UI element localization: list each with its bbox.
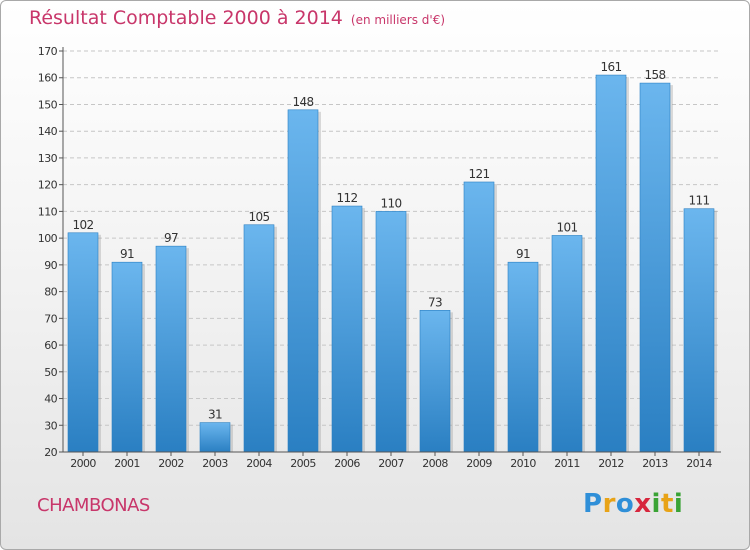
bar-value-label: 110 xyxy=(380,196,401,210)
x-tick-label: 2001 xyxy=(114,457,140,470)
proxiti-logo[interactable]: Proxiti xyxy=(583,489,683,519)
commune-name: CHAMBONAS xyxy=(37,495,150,516)
chart-subtitle: (en milliers d'€) xyxy=(350,13,446,27)
logo-letter: i xyxy=(673,489,684,519)
logo-letter: P xyxy=(583,489,603,519)
y-tick-label: 60 xyxy=(44,339,57,352)
bar xyxy=(331,205,363,453)
bar-value-label: 101 xyxy=(556,220,577,234)
bar-value-label: 31 xyxy=(208,408,222,422)
x-tick-label: 2010 xyxy=(510,457,536,470)
bar xyxy=(199,422,231,453)
bar-value-label: 158 xyxy=(644,68,665,82)
logo-letter: o xyxy=(615,489,635,519)
logo-letter: x xyxy=(634,489,652,519)
bar xyxy=(639,82,671,453)
bar-value-label: 111 xyxy=(688,194,709,208)
bar xyxy=(463,181,495,453)
x-tick-label: 2013 xyxy=(642,457,668,470)
y-tick-label: 50 xyxy=(44,366,57,379)
bar-value-label: 112 xyxy=(336,191,357,205)
x-tick-label: 2011 xyxy=(554,457,580,470)
bar xyxy=(287,109,319,453)
y-tick-label: 140 xyxy=(38,125,58,138)
x-tick-label: 2000 xyxy=(70,457,96,470)
x-tick-label: 2007 xyxy=(378,457,404,470)
y-tick-label: 70 xyxy=(44,312,57,325)
bar xyxy=(507,261,539,453)
data-labels: 102 91 97 31 105 148 112 110 73 121 91 101 161 158 111 xyxy=(72,60,710,422)
x-tick-label: 2005 xyxy=(290,457,316,470)
x-tick-label: 2006 xyxy=(334,457,360,470)
chart-title: Résultat Comptable 2000 à 2014 (en millie… xyxy=(29,7,445,29)
x-tick-label: 2003 xyxy=(202,457,228,470)
bar xyxy=(155,245,187,453)
axes: 20 30 40 50 60 70 80 90 100 110 120 130 140 150 160 170… xyxy=(38,45,721,470)
bar-value-label: 105 xyxy=(248,210,269,224)
bar-value-label: 91 xyxy=(120,247,134,261)
bar xyxy=(551,235,583,453)
y-tick-label: 150 xyxy=(38,98,58,111)
x-tick-label: 2008 xyxy=(422,457,448,470)
bar xyxy=(683,208,715,453)
bar xyxy=(67,232,99,453)
bar-value-label: 161 xyxy=(600,60,621,74)
y-tick-label: 80 xyxy=(44,286,57,299)
y-tick-label: 30 xyxy=(44,419,57,432)
bar-value-label: 91 xyxy=(516,247,530,261)
y-tick-label: 100 xyxy=(38,232,58,245)
bar xyxy=(595,74,627,453)
x-tick-label: 2009 xyxy=(466,457,492,470)
y-tick-label: 40 xyxy=(44,393,57,406)
logo-letter: i xyxy=(651,489,661,519)
x-tick-label: 2014 xyxy=(686,457,712,470)
y-tick-label: 170 xyxy=(38,45,58,58)
y-tick-label: 20 xyxy=(44,446,57,459)
bar xyxy=(111,261,143,453)
bar-value-label: 148 xyxy=(292,95,313,109)
bar-value-label: 97 xyxy=(164,231,178,245)
bar-value-label: 121 xyxy=(468,167,489,181)
bar xyxy=(419,310,451,453)
chart-title-text: Résultat Comptable 2000 à 2014 xyxy=(29,7,343,29)
logo-letter: t xyxy=(660,489,674,519)
x-tick-label: 2002 xyxy=(158,457,184,470)
y-tick-label: 110 xyxy=(38,205,58,218)
bar xyxy=(243,224,275,453)
bar-value-label: 102 xyxy=(72,218,93,232)
bars xyxy=(67,74,717,453)
x-tick-label: 2004 xyxy=(246,457,272,470)
bar-value-label: 73 xyxy=(428,295,442,309)
y-tick-label: 130 xyxy=(38,152,58,165)
logo-letter: r xyxy=(602,489,616,519)
y-tick-label: 160 xyxy=(38,72,58,85)
y-tick-label: 90 xyxy=(44,259,57,272)
y-tick-label: 120 xyxy=(38,179,58,192)
x-tick-label: 2012 xyxy=(598,457,624,470)
bar xyxy=(375,211,407,453)
